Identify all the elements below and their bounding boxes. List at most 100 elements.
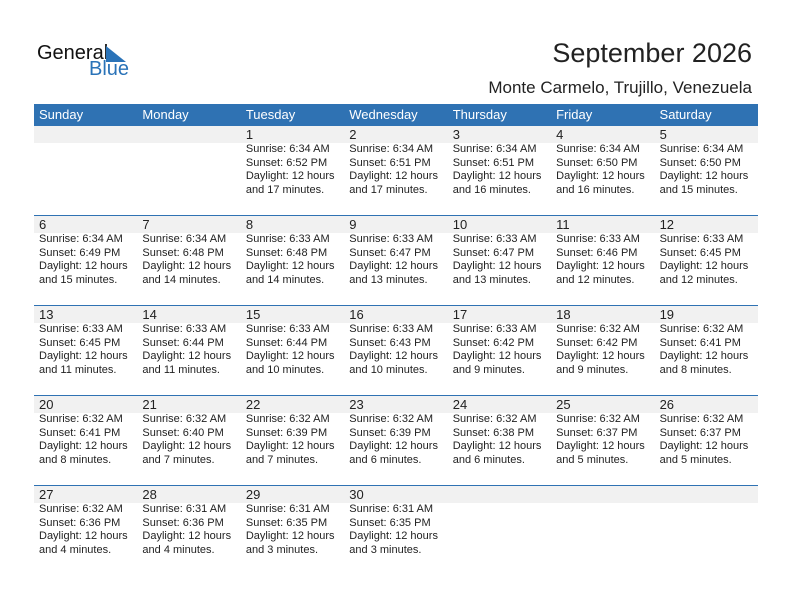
sunset-text: Sunset: 6:41 PM bbox=[39, 426, 121, 439]
day-cell: 19 Sunrise: 6:32 AM Sunset: 6:41 PM Dayligh… bbox=[655, 306, 758, 396]
day-number: 13 bbox=[39, 307, 54, 322]
sunset-text: Sunset: 6:48 PM bbox=[245, 246, 328, 259]
daylight-minutes-text: and 17 minutes. bbox=[245, 183, 325, 196]
daylight-text: Daylight: 12 hours bbox=[659, 440, 749, 452]
sunset-text: Sunset: 6:46 PM bbox=[556, 246, 638, 259]
sunset-text: Sunset: 6:52 PM bbox=[245, 156, 328, 169]
daylight-text: Daylight: 12 hours bbox=[142, 530, 232, 542]
weekday-saturday: Saturday bbox=[659, 107, 712, 122]
day-number: 29 bbox=[245, 487, 261, 502]
sunrise-text: Sunrise: 6:32 AM bbox=[659, 323, 744, 335]
sunset-text: Sunset: 6:36 PM bbox=[142, 516, 224, 529]
sunrise-text: Sunrise: 6:34 AM bbox=[452, 143, 537, 155]
sunrise-text: Sunrise: 6:33 AM bbox=[452, 323, 537, 335]
sunrise-text: Sunrise: 6:32 AM bbox=[39, 413, 123, 425]
weekday-header: Sunday Monday Tuesday Wednesday Thursday Frid… bbox=[34, 104, 758, 126]
day-cell: 12 Sunrise: 6:33 AM Sunset: 6:45 PM Dayligh… bbox=[655, 216, 758, 306]
day-cell: 11 Sunrise: 6:33 AM Sunset: 6:46 PM Dayligh… bbox=[551, 216, 654, 306]
daylight-text: Daylight: 12 hours bbox=[556, 170, 645, 182]
day-cell: 20 Sunrise: 6:32 AM Sunset: 6:41 PM Dayligh… bbox=[34, 396, 137, 486]
sunset-text: Sunset: 6:36 PM bbox=[39, 516, 121, 529]
day-number: 19 bbox=[659, 307, 675, 322]
daylight-text: Daylight: 12 hours bbox=[142, 260, 232, 272]
sunrise-text: Sunrise: 6:34 AM bbox=[142, 233, 227, 245]
day-number: 27 bbox=[39, 487, 54, 502]
day-number: 6 bbox=[39, 217, 47, 232]
day-cell: 25 Sunrise: 6:32 AM Sunset: 6:37 PM Dayligh… bbox=[551, 396, 654, 486]
day-number: 30 bbox=[349, 487, 364, 502]
day-cell: 6 Sunrise: 6:34 AM Sunset: 6:49 PM Daylight… bbox=[34, 216, 137, 306]
day-number: 28 bbox=[142, 487, 157, 502]
week-row: 13 Sunrise: 6:33 AM Sunset: 6:45 PM Dayligh… bbox=[34, 305, 758, 396]
sunrise-text: Sunrise: 6:32 AM bbox=[349, 413, 434, 425]
day-cell: 22 Sunrise: 6:32 AM Sunset: 6:39 PM Dayligh… bbox=[241, 396, 344, 486]
weekday-sunday: Sunday bbox=[39, 107, 84, 122]
daylight-minutes-text: and 14 minutes. bbox=[245, 273, 325, 286]
day-cell: 15 Sunrise: 6:33 AM Sunset: 6:44 PM Dayligh… bbox=[241, 306, 344, 396]
daylight-minutes-text: and 4 minutes. bbox=[39, 543, 112, 556]
sunrise-text: Sunrise: 6:33 AM bbox=[349, 323, 434, 335]
day-number: 1 bbox=[245, 127, 254, 142]
daylight-minutes-text: and 9 minutes. bbox=[556, 363, 629, 376]
day-number: 26 bbox=[659, 397, 675, 412]
weekday-tuesday: Tuesday bbox=[245, 107, 296, 122]
daylight-minutes-text: and 4 minutes. bbox=[142, 543, 215, 556]
day-number-band bbox=[34, 486, 758, 503]
day-number: 11 bbox=[556, 217, 570, 232]
daylight-minutes-text: and 15 minutes. bbox=[659, 183, 738, 196]
day-number-band bbox=[34, 126, 758, 143]
logo-word-blue: Blue bbox=[89, 58, 130, 80]
day-cell: 17 Sunrise: 6:33 AM Sunset: 6:42 PM Dayligh… bbox=[448, 306, 551, 396]
logo-triangle-icon bbox=[106, 46, 126, 62]
daylight-text: Daylight: 12 hours bbox=[39, 260, 128, 272]
daylight-minutes-text: and 12 minutes. bbox=[556, 273, 635, 286]
sunrise-text: Sunrise: 6:33 AM bbox=[452, 233, 537, 245]
day-number-band bbox=[34, 306, 758, 323]
daylight-minutes-text: and 11 minutes. bbox=[39, 363, 117, 376]
daylight-minutes-text: and 10 minutes. bbox=[245, 363, 325, 376]
day-number: 16 bbox=[349, 307, 364, 322]
day-number: 14 bbox=[142, 307, 157, 322]
daylight-text: Daylight: 12 hours bbox=[39, 350, 128, 362]
weekday-thursday: Thursday bbox=[452, 107, 507, 122]
day-number: 5 bbox=[659, 127, 667, 142]
sunrise-text: Sunrise: 6:34 AM bbox=[245, 143, 330, 155]
sunrise-text: Sunrise: 6:31 AM bbox=[349, 503, 434, 515]
daylight-minutes-text: and 14 minutes. bbox=[142, 273, 221, 286]
day-cell: 26 Sunrise: 6:32 AM Sunset: 6:37 PM Dayligh… bbox=[655, 396, 758, 486]
day-cell: 9 Sunrise: 6:33 AM Sunset: 6:47 PM Daylight… bbox=[344, 216, 447, 306]
day-number: 12 bbox=[659, 217, 675, 232]
daylight-text: Daylight: 12 hours bbox=[349, 350, 438, 362]
day-number: 22 bbox=[245, 397, 261, 412]
sunset-text: Sunset: 6:43 PM bbox=[349, 336, 431, 349]
sunset-text: Sunset: 6:38 PM bbox=[452, 426, 535, 439]
sunset-text: Sunset: 6:42 PM bbox=[452, 336, 535, 349]
sunset-text: Sunset: 6:39 PM bbox=[245, 426, 328, 439]
sunrise-text: Sunrise: 6:34 AM bbox=[556, 143, 640, 155]
weekday-wednesday: Wednesday bbox=[349, 107, 418, 122]
daylight-text: Daylight: 12 hours bbox=[349, 530, 438, 542]
sunrise-text: Sunrise: 6:33 AM bbox=[142, 323, 227, 335]
day-cell: 24 Sunrise: 6:32 AM Sunset: 6:38 PM Dayligh… bbox=[448, 396, 551, 486]
day-cell: 14 Sunrise: 6:33 AM Sunset: 6:44 PM Dayligh… bbox=[137, 306, 240, 396]
week-row: 6 Sunrise: 6:34 AM Sunset: 6:49 PM Daylight… bbox=[34, 215, 758, 306]
daylight-minutes-text: and 15 minutes. bbox=[39, 273, 118, 286]
day-number: 7 bbox=[142, 217, 150, 232]
sunrise-text: Sunrise: 6:34 AM bbox=[349, 143, 434, 155]
day-cell: 2 Sunrise: 6:34 AM Sunset: 6:51 PM Daylight… bbox=[344, 126, 447, 216]
day-cell: 8 Sunrise: 6:33 AM Sunset: 6:48 PM Daylight… bbox=[241, 216, 344, 306]
day-number-band bbox=[34, 216, 758, 233]
logo-word-general: General bbox=[37, 42, 109, 64]
day-cell: 1 Sunrise: 6:34 AM Sunset: 6:52 PM Daylight… bbox=[241, 126, 344, 216]
daylight-text: Daylight: 12 hours bbox=[349, 170, 438, 182]
daylight-text: Daylight: 12 hours bbox=[659, 170, 749, 182]
daylight-text: Daylight: 12 hours bbox=[245, 170, 335, 182]
daylight-minutes-text: and 6 minutes. bbox=[452, 453, 525, 466]
day-number: 9 bbox=[349, 217, 357, 232]
day-cell: 27 Sunrise: 6:32 AM Sunset: 6:36 PM Dayligh… bbox=[34, 486, 137, 576]
daylight-text: Daylight: 12 hours bbox=[452, 260, 542, 272]
daylight-text: Daylight: 12 hours bbox=[556, 350, 645, 362]
sunrise-text: Sunrise: 6:32 AM bbox=[245, 413, 330, 425]
daylight-minutes-text: and 13 minutes. bbox=[452, 273, 531, 286]
sunrise-text: Sunrise: 6:32 AM bbox=[39, 503, 123, 515]
